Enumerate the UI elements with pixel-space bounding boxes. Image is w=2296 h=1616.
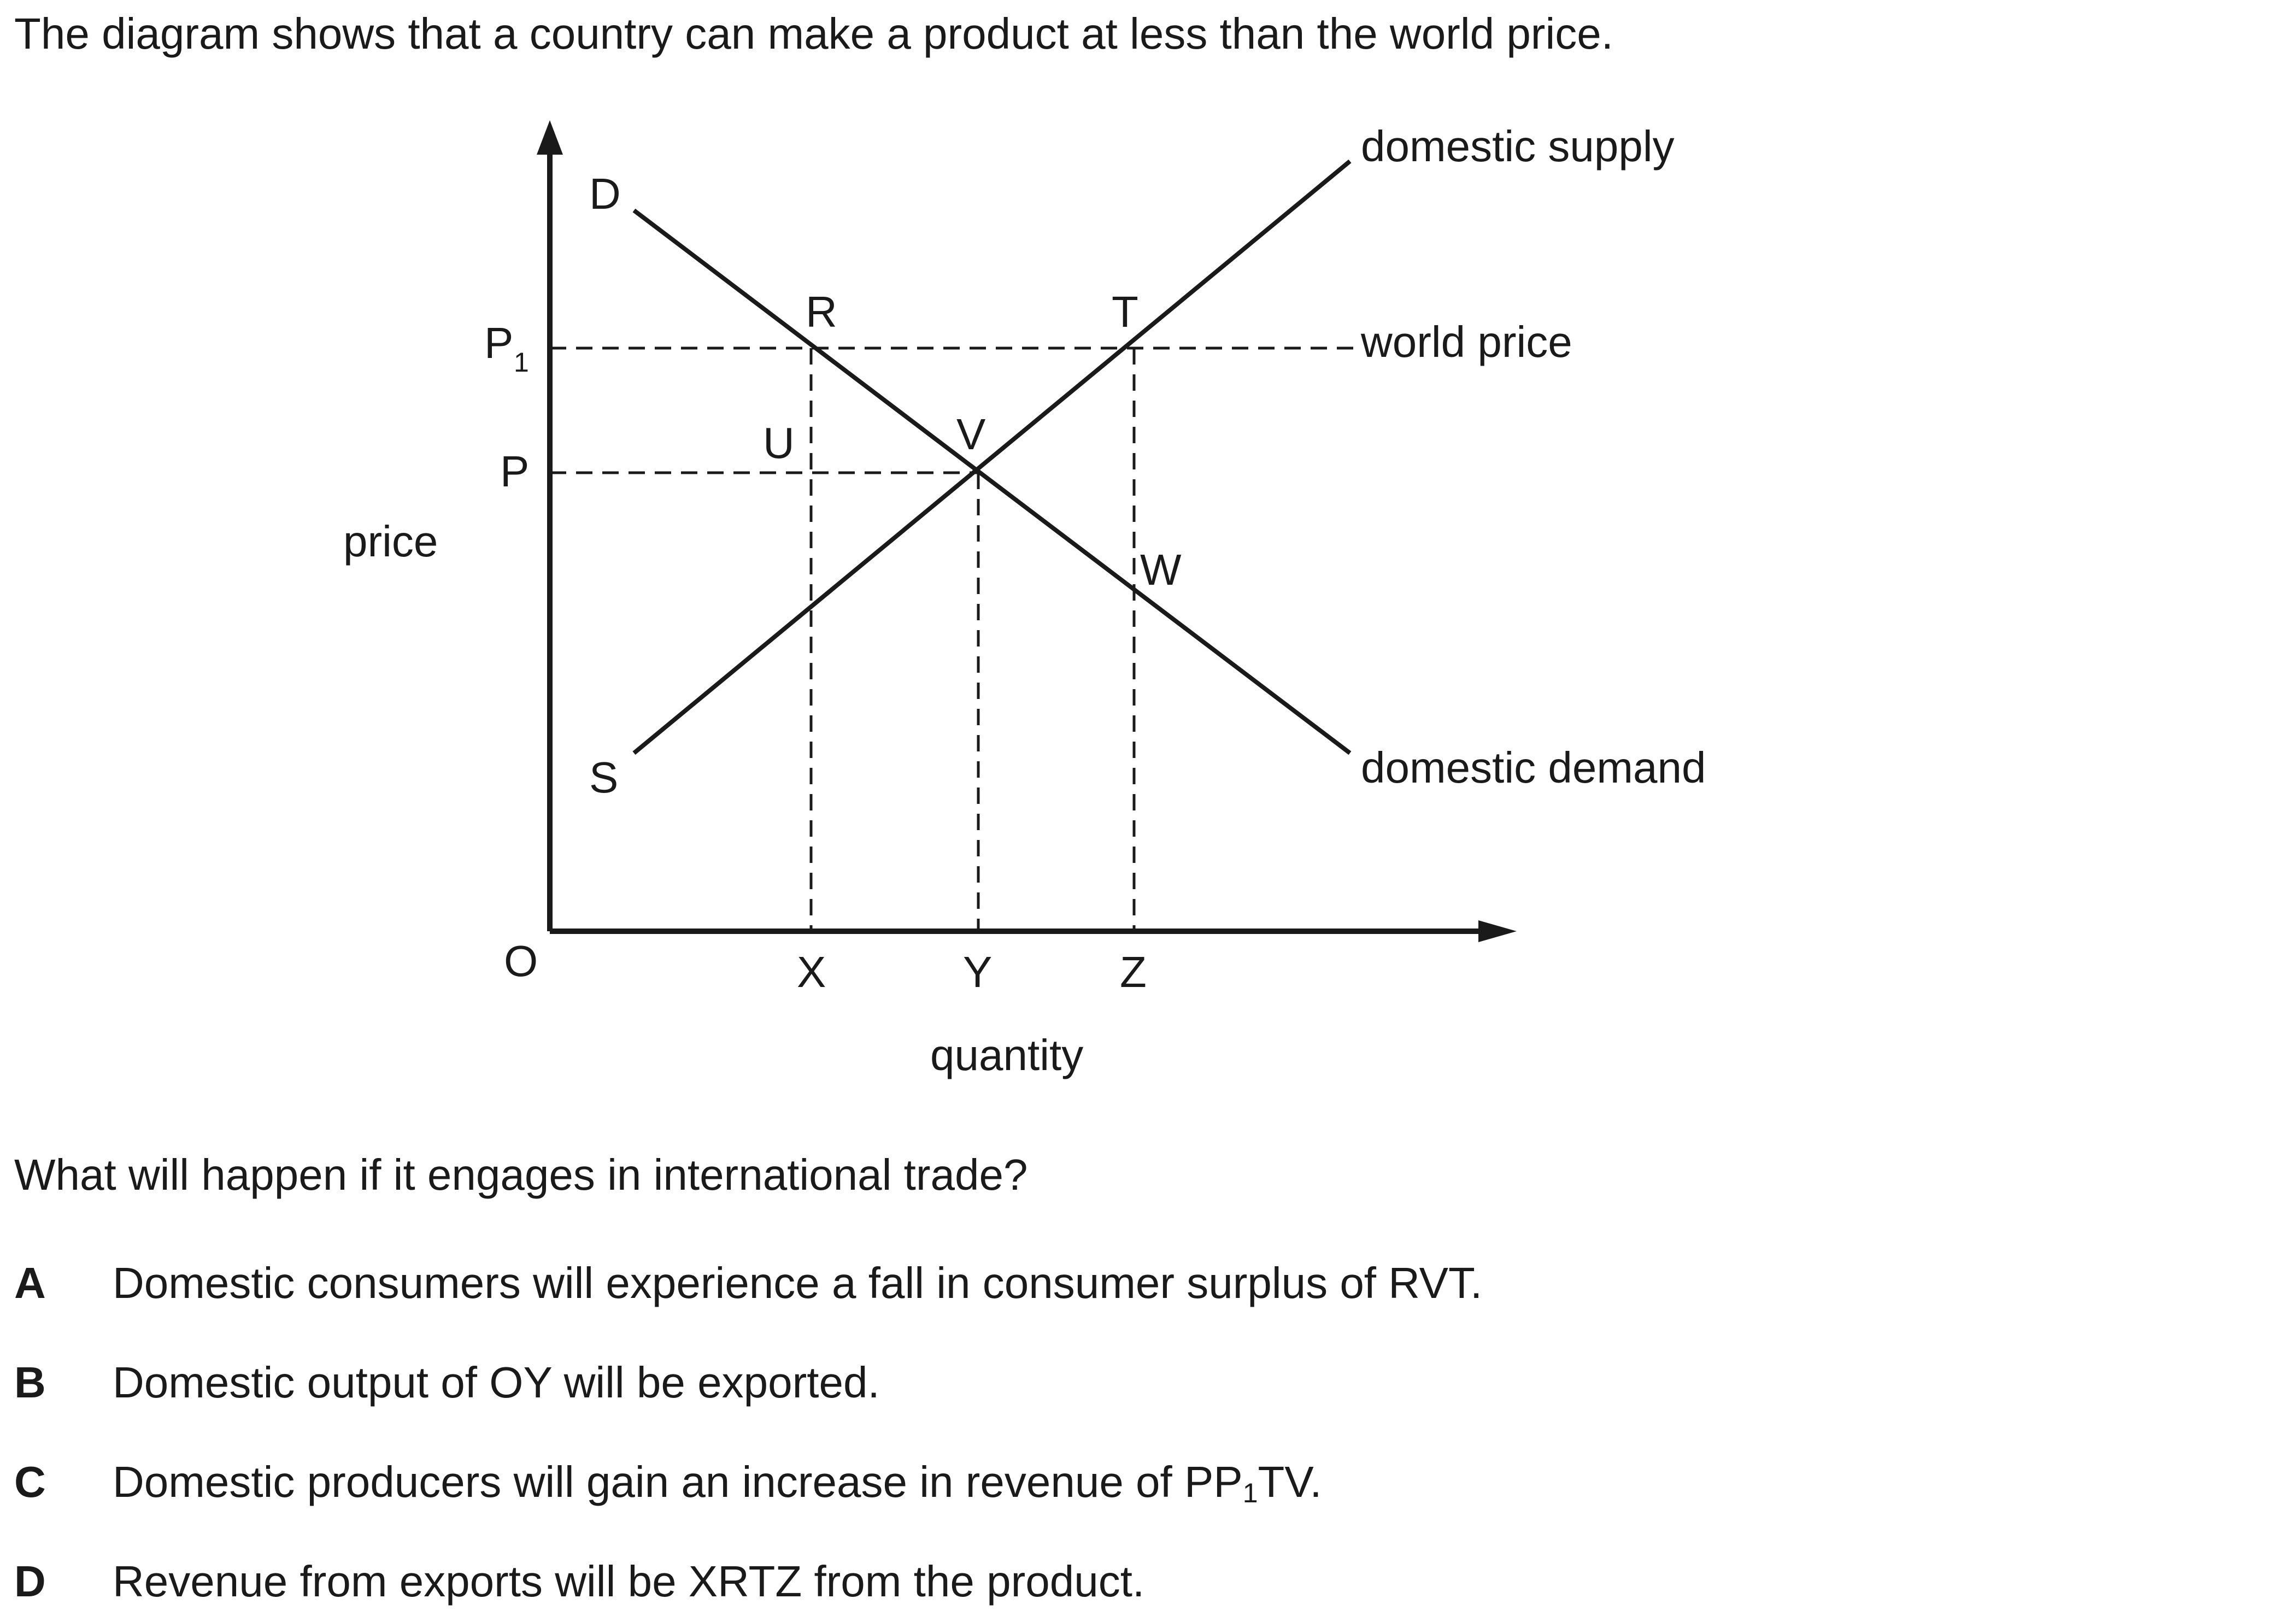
domestic-supply-curve (632, 159, 1352, 755)
world-price-label: world price (1360, 318, 1572, 366)
intro-text: The diagram shows that a country can mak… (14, 9, 1613, 58)
price-p1-label: P (484, 319, 513, 367)
option-b-text: Domestic output of OY will be exported. (113, 1358, 880, 1407)
origin-label: O (504, 937, 538, 985)
x-axis-arrowhead (1478, 920, 1517, 942)
point-w-label: W (1140, 545, 1182, 594)
y-axis-label: price (343, 517, 438, 566)
option-c-letter: C (14, 1458, 46, 1506)
domestic-supply-label: domestic supply (1361, 122, 1675, 171)
option-a-letter: A (14, 1259, 46, 1307)
domestic-demand-label: domestic demand (1361, 743, 1706, 792)
quantity-z-label: Z (1120, 948, 1147, 996)
quantity-y-label: Y (963, 948, 992, 996)
option-b-letter: B (14, 1358, 46, 1407)
question-text: What will happen if it engages in intern… (14, 1150, 1028, 1199)
price-p1-subscript: 1 (514, 347, 529, 378)
x-axis-label: quantity (930, 1031, 1083, 1079)
y-axis-arrowhead (537, 120, 563, 155)
option-d-letter: D (14, 1557, 46, 1606)
point-u-label: U (763, 419, 795, 467)
option-d-text: Revenue from exports will be XRTZ from t… (113, 1557, 1145, 1606)
point-r-label: R (806, 287, 837, 336)
domestic-demand-curve (632, 208, 1352, 755)
option-a-text: Domestic consumers will experience a fal… (113, 1259, 1483, 1307)
demand-start-label: D (589, 169, 621, 218)
option-c-text: Domestic producers will gain an increase… (113, 1458, 1322, 1508)
point-v-label: V (956, 410, 986, 459)
supply-start-label: S (589, 753, 618, 802)
point-t-label: T (1112, 287, 1138, 336)
quantity-x-label: X (797, 948, 826, 996)
price-p-label: P (500, 447, 529, 496)
